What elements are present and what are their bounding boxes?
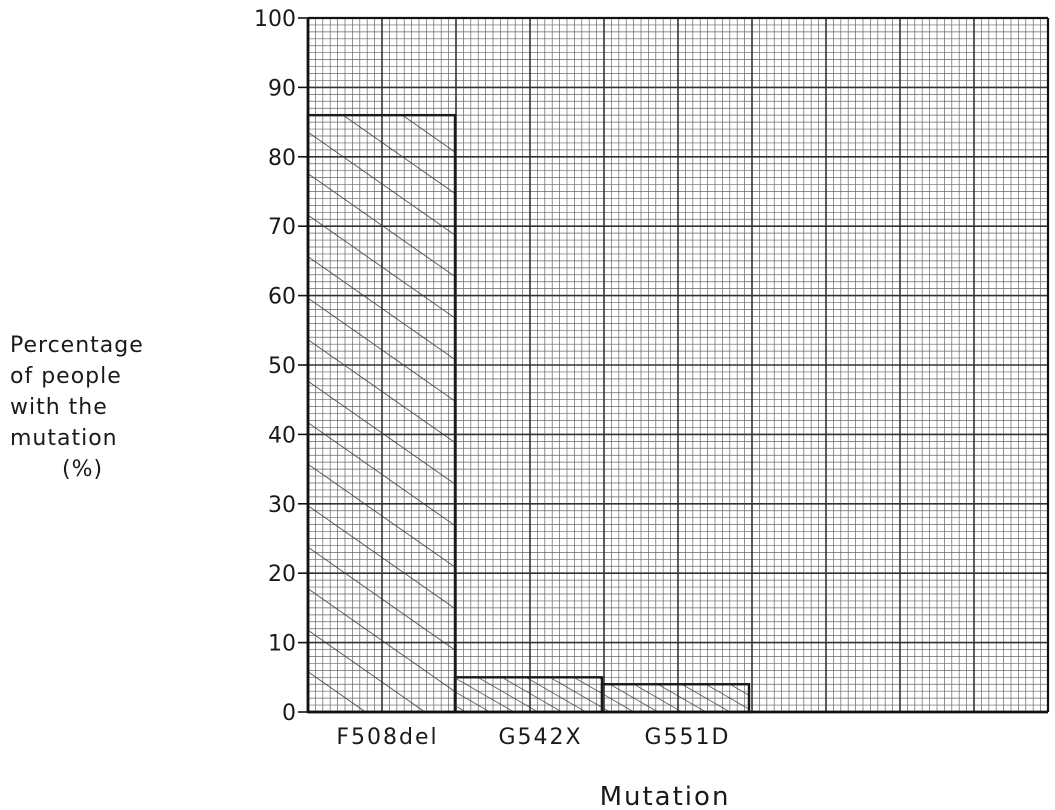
x-tick-labels: F508del G542X G551D (336, 725, 731, 750)
y-axis-label-line: (%) (62, 457, 104, 482)
y-axis-label-line: of people (10, 364, 122, 389)
x-axis-label: Mutation (600, 782, 731, 810)
y-tick-label: 10 (268, 632, 296, 657)
y-tick-label: 80 (268, 146, 296, 171)
x-tick-label: F508del (336, 725, 438, 750)
bar (600, 683, 751, 714)
y-axis-label-line: mutation (10, 426, 118, 451)
y-tick-label: 50 (268, 354, 296, 379)
bar (453, 676, 604, 714)
x-tick-label: G551D (645, 725, 731, 750)
x-tick-label: G542X (498, 725, 582, 750)
y-tick-label: 70 (268, 215, 296, 240)
y-tick-labels: 0 10 20 30 40 50 60 70 80 90 100 (254, 7, 308, 726)
y-tick-label: 20 (268, 562, 296, 587)
y-axis-label: Percentage of people with the mutation (… (10, 330, 210, 485)
y-axis-label-line: Percentage (10, 333, 144, 358)
y-tick-label: 30 (268, 493, 296, 518)
bar (306, 113, 457, 714)
y-tick-label: 40 (268, 423, 296, 448)
y-tick-label: 100 (254, 7, 296, 32)
y-axis-label-line: with the (10, 395, 108, 420)
y-tick-label: 0 (282, 701, 296, 726)
y-tick-label: 60 (268, 285, 296, 310)
y-tick-label: 90 (268, 76, 296, 101)
